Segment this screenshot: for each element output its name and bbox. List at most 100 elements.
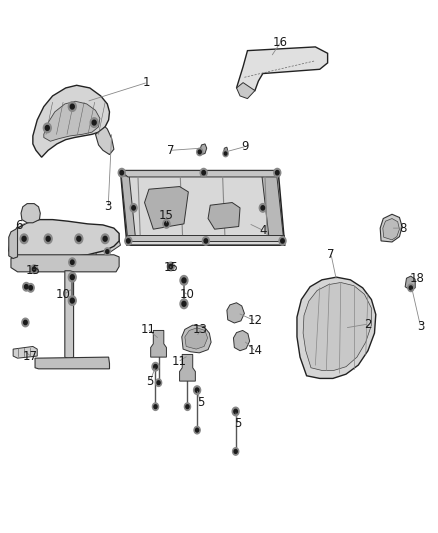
- Circle shape: [71, 260, 74, 264]
- Text: 10: 10: [180, 288, 195, 301]
- Circle shape: [169, 264, 173, 269]
- Text: 6: 6: [15, 219, 23, 232]
- Circle shape: [276, 171, 279, 175]
- Circle shape: [75, 234, 83, 244]
- Circle shape: [70, 274, 74, 279]
- Circle shape: [281, 239, 284, 243]
- Circle shape: [118, 168, 125, 177]
- Circle shape: [152, 362, 159, 371]
- Circle shape: [130, 204, 137, 212]
- Circle shape: [25, 285, 28, 289]
- Polygon shape: [151, 330, 166, 357]
- Polygon shape: [128, 235, 284, 241]
- Polygon shape: [405, 276, 415, 290]
- Circle shape: [279, 237, 286, 245]
- Circle shape: [106, 249, 109, 253]
- Circle shape: [409, 286, 413, 290]
- Text: 4: 4: [259, 224, 267, 237]
- Circle shape: [125, 237, 132, 245]
- Polygon shape: [233, 330, 250, 351]
- Text: 15: 15: [159, 209, 174, 222]
- Circle shape: [274, 168, 281, 177]
- Circle shape: [68, 272, 76, 282]
- Text: 3: 3: [417, 320, 424, 333]
- Circle shape: [186, 405, 189, 408]
- Circle shape: [90, 118, 98, 127]
- Circle shape: [22, 318, 29, 327]
- Text: 10: 10: [56, 288, 71, 301]
- Circle shape: [197, 148, 203, 156]
- Circle shape: [163, 220, 170, 228]
- Circle shape: [194, 426, 200, 434]
- Polygon shape: [383, 219, 399, 240]
- Text: 13: 13: [193, 323, 208, 336]
- Circle shape: [233, 448, 239, 455]
- Circle shape: [234, 409, 237, 414]
- Text: 11: 11: [141, 323, 155, 336]
- Circle shape: [180, 299, 188, 309]
- Circle shape: [68, 102, 76, 111]
- Circle shape: [204, 239, 208, 243]
- Circle shape: [155, 379, 162, 386]
- Polygon shape: [185, 328, 208, 349]
- Polygon shape: [303, 282, 371, 370]
- Circle shape: [31, 265, 38, 273]
- Text: 3: 3: [105, 200, 112, 213]
- Text: 1: 1: [143, 76, 151, 89]
- Polygon shape: [237, 83, 255, 99]
- Polygon shape: [120, 171, 278, 177]
- Circle shape: [223, 150, 228, 157]
- Circle shape: [70, 298, 74, 303]
- Polygon shape: [182, 325, 211, 353]
- Circle shape: [167, 262, 174, 271]
- Polygon shape: [120, 171, 285, 245]
- Circle shape: [152, 403, 159, 410]
- Circle shape: [29, 286, 32, 290]
- Circle shape: [182, 302, 186, 306]
- Circle shape: [68, 296, 76, 305]
- Circle shape: [261, 206, 265, 210]
- Polygon shape: [145, 187, 188, 229]
- Text: 11: 11: [171, 355, 186, 368]
- Text: 5: 5: [197, 396, 204, 409]
- Text: 17: 17: [23, 350, 38, 362]
- Text: 5: 5: [234, 417, 241, 430]
- Circle shape: [198, 150, 201, 154]
- Circle shape: [202, 237, 209, 245]
- Circle shape: [184, 403, 191, 410]
- Polygon shape: [297, 277, 376, 378]
- Polygon shape: [95, 127, 114, 155]
- Polygon shape: [33, 85, 110, 157]
- Circle shape: [165, 222, 168, 226]
- Text: 5: 5: [147, 375, 154, 387]
- Text: 12: 12: [247, 314, 262, 327]
- Circle shape: [154, 405, 157, 408]
- Polygon shape: [199, 144, 207, 155]
- Circle shape: [92, 120, 96, 125]
- Circle shape: [24, 320, 27, 325]
- Circle shape: [194, 386, 201, 394]
- Polygon shape: [237, 47, 328, 91]
- Polygon shape: [227, 303, 244, 323]
- Circle shape: [69, 258, 76, 266]
- Polygon shape: [95, 237, 120, 259]
- Text: 15: 15: [26, 264, 41, 277]
- Polygon shape: [121, 176, 136, 241]
- Circle shape: [77, 237, 81, 241]
- Text: 15: 15: [163, 261, 178, 274]
- Circle shape: [127, 239, 130, 243]
- Circle shape: [195, 429, 199, 432]
- Circle shape: [70, 104, 74, 109]
- Circle shape: [157, 381, 160, 385]
- Polygon shape: [44, 101, 100, 141]
- Circle shape: [20, 234, 28, 244]
- Polygon shape: [208, 203, 240, 229]
- Circle shape: [44, 234, 52, 244]
- Circle shape: [232, 407, 239, 416]
- Polygon shape: [21, 204, 40, 223]
- Text: 8: 8: [399, 222, 406, 235]
- Circle shape: [104, 248, 110, 255]
- Text: 14: 14: [247, 344, 262, 357]
- Polygon shape: [65, 271, 74, 359]
- Polygon shape: [180, 354, 195, 381]
